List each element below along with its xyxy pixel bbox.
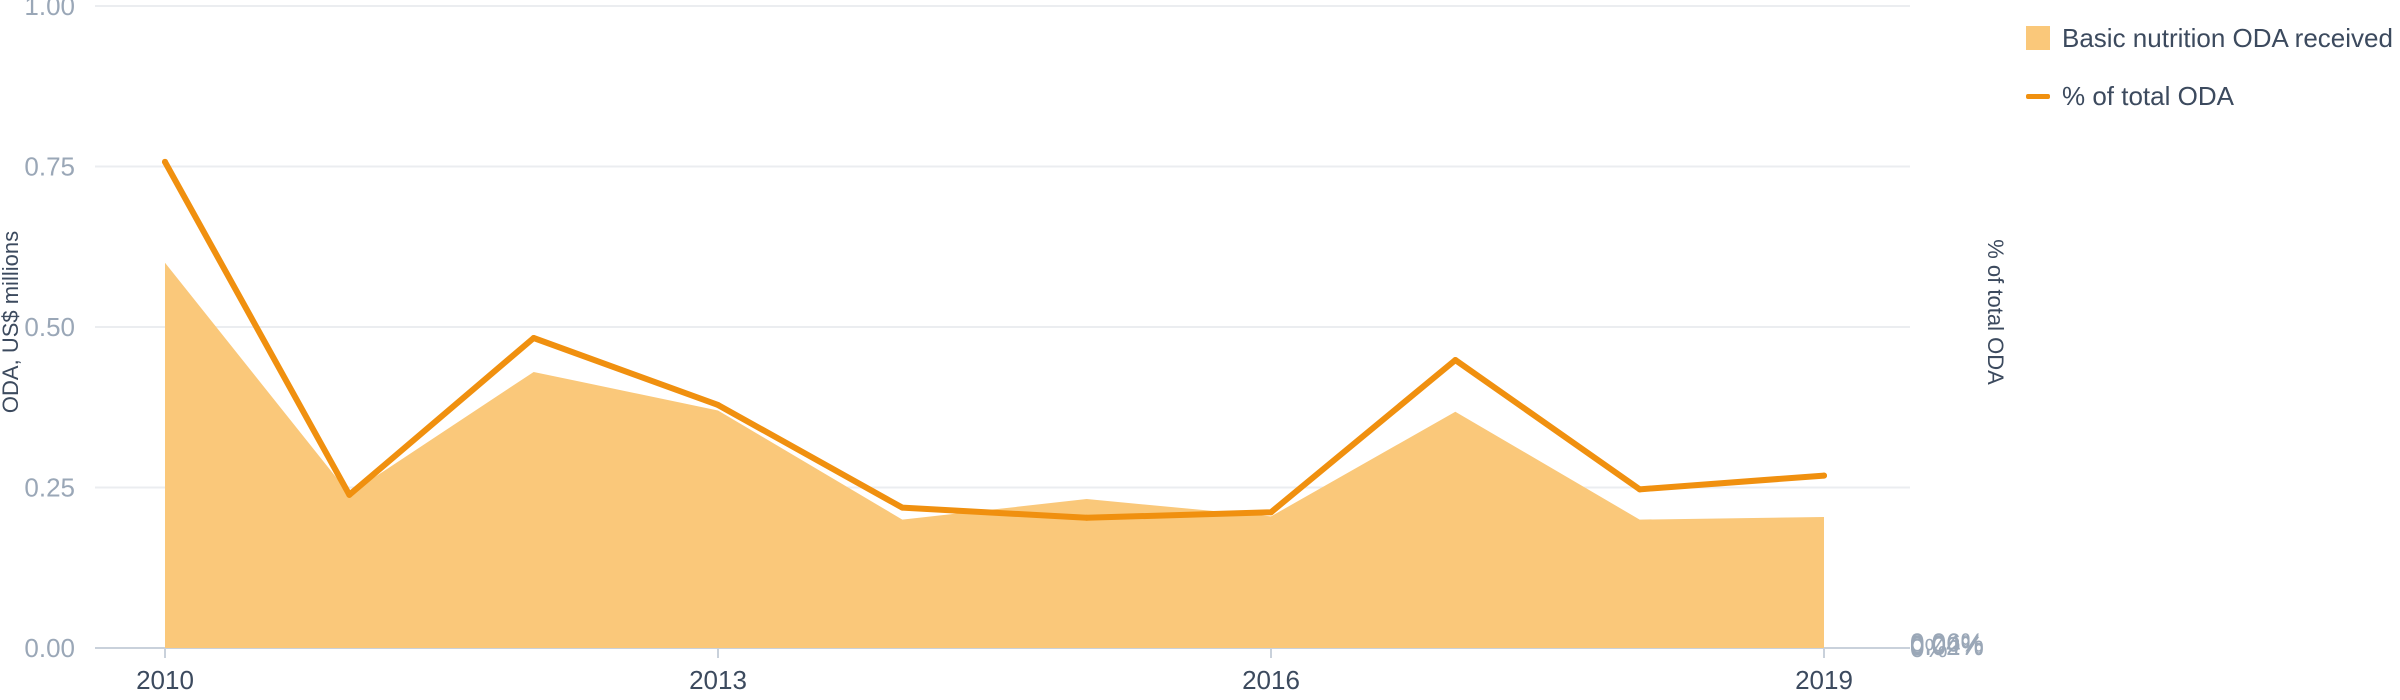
tick-labels: 0.00 0.25 0.50 0.75 1.00 0%0.02%0.04%0.06% 201… <box>24 0 1983 695</box>
y-left-tick-label: 0.00 <box>24 633 75 663</box>
x-tick-label: 2010 <box>136 665 194 695</box>
legend-item-line[interactable]: % of total ODA <box>2026 76 2393 116</box>
x-tick-label: 2016 <box>1242 665 1300 695</box>
line-point <box>899 504 906 511</box>
legend: Basic nutrition ODA received % of total … <box>2026 18 2393 134</box>
y-left-tick-label: 0.50 <box>24 312 75 342</box>
y-right-tick-label: 0% <box>1910 633 1948 663</box>
area-series-basic-nutrition-oda <box>165 262 1824 648</box>
line-point <box>1821 472 1827 479</box>
legend-line-swatch <box>2026 93 2050 99</box>
chart-marks <box>162 158 1827 648</box>
y-axis-right-title: % of total ODA <box>1983 239 2008 385</box>
y-left-tick-label: 0.25 <box>24 473 75 503</box>
legend-area-swatch <box>2026 26 2050 50</box>
y-right-tick-label: 0.06% <box>1910 627 1984 657</box>
line-point <box>715 401 721 408</box>
line-point <box>1636 486 1643 493</box>
line-point <box>530 335 537 342</box>
legend-item-area[interactable]: Basic nutrition ODA received <box>2026 18 2393 58</box>
x-tick-label: 2019 <box>1795 665 1853 695</box>
legend-area-label: Basic nutrition ODA received <box>2062 22 2393 53</box>
x-tick-label: 2013 <box>689 665 747 695</box>
y-right-tick-label: 0.04% <box>1910 629 1984 659</box>
y-left-tick-label: 0.75 <box>24 152 75 182</box>
line-point <box>1452 357 1459 364</box>
legend-line-label: % of total ODA <box>2062 80 2234 111</box>
line-point <box>346 491 353 498</box>
line-point <box>1083 514 1090 521</box>
y-left-tick-label: 1.00 <box>24 0 75 21</box>
line-series-pct-total-oda <box>162 158 1827 521</box>
line-point <box>162 158 168 165</box>
y-right-tick-label: 0.02% <box>1910 631 1984 661</box>
y-axis-left-title: ODA, US$ millions <box>0 231 23 413</box>
line-point <box>1268 509 1274 516</box>
